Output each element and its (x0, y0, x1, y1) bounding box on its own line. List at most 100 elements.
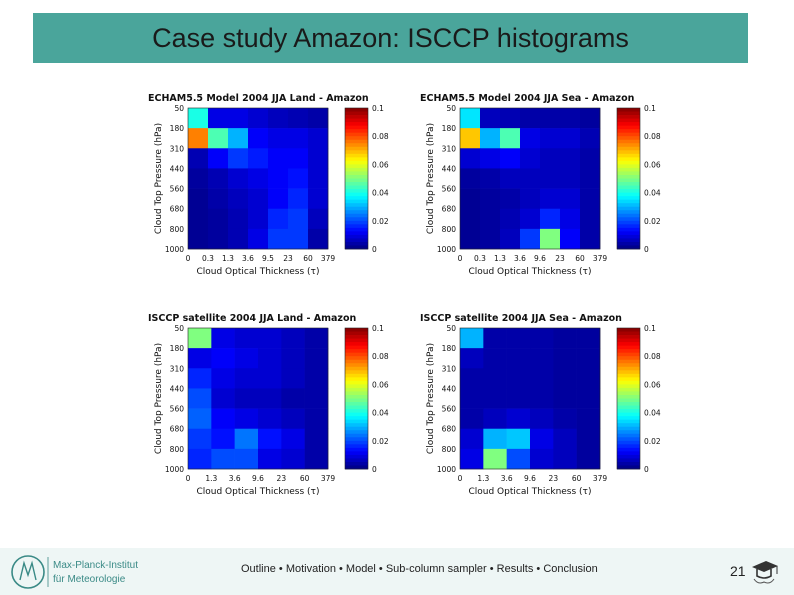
chart-title: ECHAM5.5 Model 2004 JJA Sea - Amazon (420, 93, 635, 104)
colorbar-segment (617, 136, 640, 141)
heatmap-cell (460, 348, 484, 369)
colorbar-segment (617, 153, 640, 158)
colorbar-segment (617, 189, 640, 193)
nav-breadcrumb[interactable]: Outline • Motivation • Model • Sub-colum… (241, 563, 598, 575)
heatmap-cell (208, 148, 229, 169)
x-axis-label: Cloud Optical Thickness (τ) (196, 487, 319, 497)
heatmap-cell (188, 148, 209, 169)
heatmap-cell (208, 208, 229, 230)
colorbar-tick-label: 0 (644, 245, 649, 254)
heatmap-cell (234, 348, 259, 369)
colorbar-frame (616, 327, 641, 470)
colorbar-segment (617, 234, 640, 239)
heatmap-cell (288, 108, 309, 129)
heatmap-cell (188, 208, 209, 230)
heatmap-cell (483, 348, 507, 369)
colorbar-tick-label: 0.08 (372, 132, 389, 141)
colorbar-tick-label: 0.02 (372, 217, 389, 226)
colorbar-tick-label: 0 (644, 465, 649, 474)
y-tick-label: 560 (442, 185, 457, 194)
colorbar-segment (617, 458, 640, 463)
logo-line1: Max-Planck-Institut (53, 560, 138, 571)
plot-frame (187, 327, 329, 470)
heatmap-cell (281, 328, 305, 349)
x-tick-label: 9.5 (262, 254, 274, 263)
colorbar-segment (617, 174, 640, 179)
x-axis-label: Cloud Optical Thickness (τ) (468, 267, 591, 277)
colorbar-segment (617, 129, 640, 134)
heatmap-cell (288, 148, 309, 169)
heatmap-cell (553, 428, 577, 450)
x-tick-label: 60 (300, 474, 310, 483)
heatmap-cell (304, 368, 329, 389)
colorbar-tick-label: 0.02 (644, 437, 661, 446)
heatmap-cell (304, 388, 329, 409)
x-tick-label: 0 (186, 254, 191, 263)
colorbar-segment (345, 143, 368, 148)
colorbar-segment (345, 111, 368, 116)
colorbar-segment (345, 366, 368, 371)
heatmap-cell (460, 148, 481, 169)
heatmap-cell (268, 168, 289, 189)
colorbar-tick-label: 0.1 (372, 324, 384, 333)
colorbar-segment (345, 217, 368, 222)
colorbar-segment (345, 412, 368, 417)
y-tick-label: 1000 (165, 245, 184, 254)
colorbar-segment (345, 234, 368, 239)
x-tick-label: 23 (283, 254, 293, 263)
heatmap-cell (288, 128, 309, 149)
colorbar-segment (345, 391, 368, 396)
heatmap-cell (520, 108, 541, 129)
heatmap-cell (520, 208, 541, 230)
colorbar-segment (345, 359, 368, 364)
heatmap-cell (258, 348, 282, 369)
colorbar-tick-label: 0.1 (644, 104, 656, 113)
colorbar-segment (345, 196, 368, 201)
heatmap-cell (460, 368, 484, 389)
heatmap-cell (258, 408, 282, 430)
colorbar-segment (617, 447, 640, 452)
colorbar-segment (345, 213, 368, 218)
colorbar-segment (345, 419, 368, 424)
colorbar-segment (617, 178, 640, 183)
heatmap-cell (460, 388, 484, 409)
colorbar-segment (617, 160, 640, 165)
heatmap-cell (520, 228, 541, 250)
heatmap-cell (234, 368, 259, 389)
heatmap-cell (480, 188, 501, 210)
heatmap-cell (460, 128, 481, 149)
colorbar-segment (345, 380, 368, 385)
colorbar-segment (345, 465, 368, 470)
heatmap-cell (553, 388, 577, 409)
colorbar-segment (345, 174, 368, 179)
heatmap-cell (460, 208, 481, 230)
colorbar-segment (617, 370, 640, 375)
heatmap-cell (248, 128, 269, 149)
heatmap-cell (530, 448, 554, 470)
colorbar-segment (617, 405, 640, 410)
heatmap-cell (540, 128, 561, 149)
y-tick-label: 800 (170, 225, 185, 234)
graduation-cap-icon (752, 561, 778, 584)
colorbar-segment (617, 377, 640, 382)
colorbar-segment (345, 115, 368, 119)
colorbar-segment (345, 185, 368, 190)
colorbar-segment (345, 387, 368, 392)
colorbar-segment (345, 349, 368, 354)
colorbar-segment (345, 335, 368, 339)
y-tick-label: 50 (446, 104, 456, 113)
heatmap-cell (258, 368, 282, 389)
colorbar-segment (345, 430, 368, 435)
x-tick-label: 1.3 (477, 474, 489, 483)
heatmap-cell (483, 448, 507, 470)
heatmap-cell (234, 408, 259, 430)
colorbar-segment (345, 153, 368, 158)
colorbar-segment (345, 384, 368, 389)
colorbar-tick-label: 0.1 (372, 104, 384, 113)
colorbar-segment (617, 437, 640, 442)
y-tick-label: 560 (170, 185, 185, 194)
heatmap-cell (480, 108, 501, 129)
heatmap-cell (258, 328, 282, 349)
colorbar-segment (617, 182, 640, 186)
colorbar-segment (617, 430, 640, 435)
